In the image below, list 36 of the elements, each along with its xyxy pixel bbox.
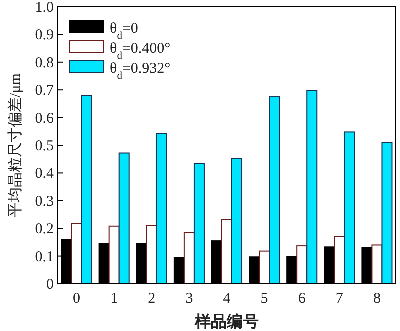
- bar: [71, 223, 82, 284]
- legend-label: θ$_{d}$=0.400°: [110, 41, 171, 62]
- bar: [156, 133, 168, 284]
- legend-label: θ$_{d}$=0: [110, 21, 138, 42]
- x-tick-label: 4: [223, 291, 232, 307]
- bar: [269, 96, 280, 284]
- y-tick-label: 0: [46, 277, 54, 293]
- y-tick-label: 0.8: [35, 55, 54, 72]
- x-tick-label: 8: [373, 291, 381, 307]
- y-tick-label: 0.9: [35, 28, 54, 44]
- bar: [118, 152, 130, 284]
- y-tick-label: 1.0: [35, 0, 54, 16]
- y-tick-label: 0.4: [35, 166, 54, 182]
- bar: [232, 158, 243, 284]
- x-tick-label: 5: [260, 291, 268, 307]
- bar: [221, 219, 233, 284]
- x-tick-label: 3: [186, 291, 194, 307]
- bar: [382, 142, 393, 284]
- x-axis-title: 样品编号: [194, 313, 259, 331]
- bar: [306, 90, 318, 284]
- y-tick-label: 0.5: [35, 138, 54, 154]
- y-axis-title: 平均晶粒尺寸偏差/μm: [7, 73, 24, 218]
- y-tick-label: 0.6: [35, 110, 54, 127]
- x-tick-label: 2: [148, 291, 156, 307]
- bar: [194, 163, 205, 284]
- x-tick-label: 7: [336, 291, 344, 307]
- x-tick-label: 1: [110, 291, 118, 307]
- y-tick-label: 0.7: [35, 83, 54, 100]
- legend-label: θ$_{d}$=0.932°: [110, 61, 171, 82]
- x-tick-label: 0: [73, 291, 81, 307]
- y-tick-label: 0.3: [35, 194, 54, 210]
- y-tick-label: 0.2: [35, 222, 54, 238]
- x-tick-label: 6: [298, 291, 306, 307]
- y-tick-label: 0.1: [35, 249, 54, 266]
- bar: [81, 95, 92, 284]
- bar: [344, 132, 356, 284]
